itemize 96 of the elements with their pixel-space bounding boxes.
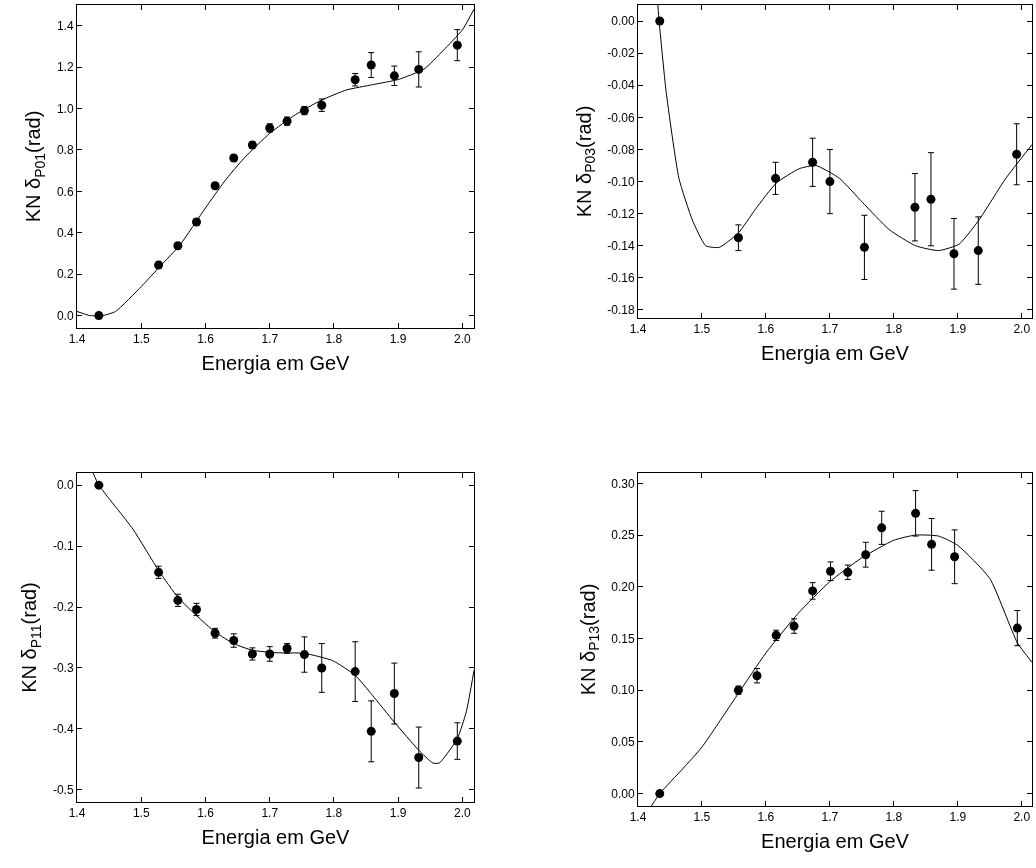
x-axis-title: Energia em GeV bbox=[761, 829, 910, 852]
x-tick-label: 1.7 bbox=[261, 806, 279, 821]
y-tick-label: 1.2 bbox=[56, 60, 74, 75]
point bbox=[861, 550, 871, 560]
y-tick-label: -0.10 bbox=[607, 174, 635, 189]
x-tick-label: 1.7 bbox=[261, 332, 279, 347]
point bbox=[414, 64, 424, 74]
y-tick-label: 1.0 bbox=[56, 101, 74, 116]
x-tick-label: 1.6 bbox=[197, 332, 215, 347]
x-tick-label: 2.0 bbox=[1013, 322, 1031, 337]
x-tick-label: 1.5 bbox=[693, 810, 711, 825]
point bbox=[414, 753, 424, 763]
point bbox=[949, 249, 959, 259]
point bbox=[926, 194, 936, 204]
point bbox=[825, 177, 835, 187]
y-tick-label: -0.4 bbox=[52, 722, 74, 737]
x-tick-label: 1.7 bbox=[821, 322, 839, 337]
point bbox=[317, 663, 327, 673]
y-tick-label: 0.00 bbox=[611, 14, 635, 29]
y-tick-label: 0.15 bbox=[611, 631, 635, 646]
x-tick-label: 1.6 bbox=[197, 806, 215, 821]
point bbox=[366, 726, 376, 736]
point bbox=[877, 523, 887, 533]
y-tick-label: -0.2 bbox=[52, 600, 74, 615]
point bbox=[299, 650, 309, 660]
y-tick-label: -0.1 bbox=[52, 539, 74, 554]
point bbox=[973, 246, 983, 256]
point bbox=[452, 736, 462, 746]
x-axis-title: Energia em GeV bbox=[201, 351, 351, 374]
y-tick-label: -0.18 bbox=[607, 303, 635, 318]
point bbox=[350, 667, 360, 677]
y-tick-label: -0.3 bbox=[52, 661, 74, 676]
x-axis-title: Energia em GeV bbox=[201, 825, 351, 848]
y-tick-label: -0.02 bbox=[607, 46, 635, 61]
x-tick-label: 1.9 bbox=[949, 810, 967, 825]
x-axis-title: Energia em GeV bbox=[761, 341, 910, 364]
y-tick-label: -0.14 bbox=[607, 238, 635, 253]
x-tick-label: 1.5 bbox=[693, 322, 711, 337]
y-tick-label: 0.2 bbox=[56, 267, 74, 282]
point bbox=[94, 480, 104, 490]
point bbox=[950, 552, 960, 562]
point bbox=[366, 60, 376, 70]
y-tick-label: -0.08 bbox=[607, 142, 635, 157]
x-tick-label: 1.8 bbox=[325, 806, 343, 821]
y-tick-label: 0.8 bbox=[56, 143, 74, 158]
y-tick-label: -0.06 bbox=[607, 110, 635, 125]
y-tick-label: 0.30 bbox=[611, 476, 635, 491]
point bbox=[808, 586, 818, 596]
point bbox=[910, 202, 920, 212]
point bbox=[655, 789, 665, 799]
x-tick-label: 2.0 bbox=[454, 806, 472, 821]
x-tick-label: 1.4 bbox=[68, 806, 86, 821]
y-tick-label: -0.5 bbox=[52, 783, 74, 798]
x-tick-label: 1.4 bbox=[68, 332, 86, 347]
x-tick-label: 1.9 bbox=[949, 322, 967, 337]
y-tick-label: 0.10 bbox=[611, 683, 635, 698]
y-tick-label: 0.05 bbox=[611, 735, 635, 750]
x-tick-label: 1.8 bbox=[325, 332, 343, 347]
x-tick-label: 1.6 bbox=[757, 810, 775, 825]
x-tick-label: 1.9 bbox=[389, 806, 407, 821]
point bbox=[733, 233, 743, 243]
point bbox=[911, 508, 921, 518]
point bbox=[1012, 623, 1022, 633]
y-tick-label: 0.6 bbox=[56, 184, 74, 199]
x-tick-label: 1.8 bbox=[885, 322, 903, 337]
x-tick-label: 2.0 bbox=[454, 332, 472, 347]
y-tick-label: 0.4 bbox=[56, 225, 74, 240]
x-tick-label: 1.9 bbox=[389, 332, 407, 347]
y-tick-label: -0.04 bbox=[607, 78, 635, 93]
point bbox=[808, 157, 818, 167]
y-tick-label: 1.4 bbox=[56, 18, 74, 33]
x-tick-label: 1.4 bbox=[629, 810, 647, 825]
point bbox=[771, 173, 781, 183]
x-tick-label: 1.4 bbox=[629, 322, 647, 337]
y-tick-label: 0.20 bbox=[611, 579, 635, 594]
y-tick-label: 0.25 bbox=[611, 528, 635, 543]
x-tick-label: 1.8 bbox=[885, 810, 903, 825]
point bbox=[452, 40, 462, 50]
x-tick-label: 1.7 bbox=[821, 810, 839, 825]
point bbox=[752, 671, 762, 681]
y-tick-label: 0.0 bbox=[56, 478, 74, 493]
y-tick-label: -0.12 bbox=[607, 206, 635, 221]
x-tick-label: 1.5 bbox=[132, 806, 150, 821]
x-tick-label: 2.0 bbox=[1013, 810, 1031, 825]
point bbox=[655, 16, 665, 26]
point bbox=[1012, 149, 1022, 159]
x-tick-label: 1.5 bbox=[132, 332, 150, 347]
point bbox=[826, 566, 836, 576]
point bbox=[389, 71, 399, 81]
y-tick-label: -0.16 bbox=[607, 271, 635, 286]
point bbox=[389, 689, 399, 699]
y-tick-label: 0.00 bbox=[611, 786, 635, 801]
x-tick-label: 1.6 bbox=[757, 322, 775, 337]
y-tick-label: 0.0 bbox=[56, 308, 74, 323]
point bbox=[859, 242, 869, 252]
point bbox=[927, 539, 937, 549]
